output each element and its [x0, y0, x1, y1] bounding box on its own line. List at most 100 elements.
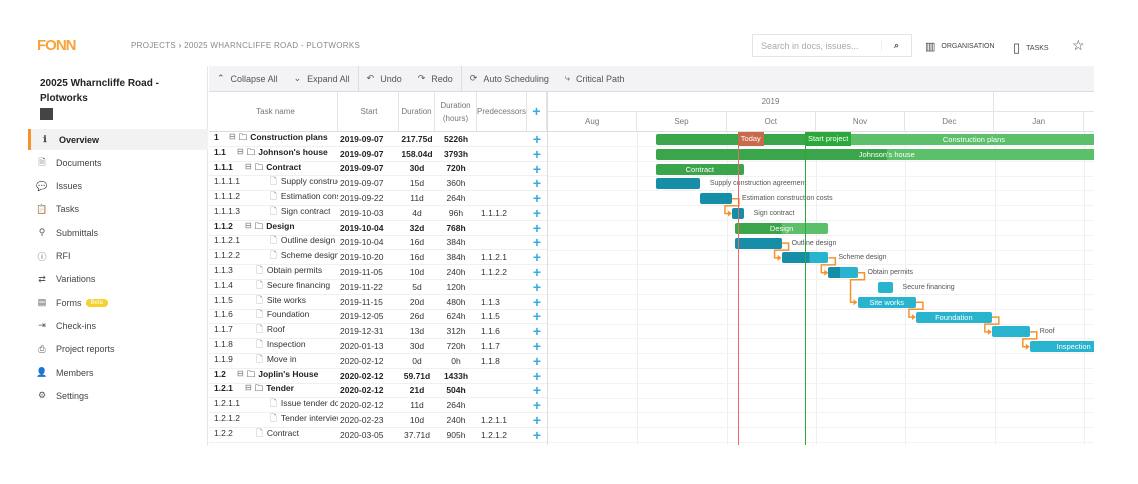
gantt-bar[interactable]: Construction plans — [656, 134, 1094, 145]
table-row[interactable]: 1.1.2.1 🗋 Outline design 2019-10-04 16d 384h + — [209, 234, 547, 250]
task-name[interactable]: Inspection — [266, 339, 306, 350]
add-subtask-button[interactable]: + — [532, 278, 542, 295]
add-subtask-button[interactable]: + — [532, 190, 542, 207]
task-name[interactable]: Design — [266, 220, 295, 231]
gantt-bar[interactable] — [991, 326, 1030, 338]
fonn-logo[interactable]: FONN — [37, 37, 76, 54]
table-row[interactable]: 1.2.1.1 🗋Issue tender documents2020-02-12… — [209, 397, 547, 413]
col-duration[interactable]: Duration — [399, 92, 435, 131]
table-row[interactable]: 1.1.1.3 🗋 Sign contract 2019-10-03 4d 96h 1.1.… — [209, 204, 547, 221]
add-subtask-button[interactable]: + — [532, 412, 542, 429]
task-name[interactable]: Sign contract — [280, 205, 331, 216]
gantt-bar[interactable]: Contract — [656, 163, 744, 175]
gantt-bar[interactable]: Foundation — [915, 311, 992, 323]
table-row[interactable]: 1.1.4 🗋 Secure financing 2019-11-22 5d 120h + — [209, 278, 547, 295]
sidebar-item-issues[interactable]: 💬 Issues — [28, 176, 208, 197]
col-start[interactable]: Start — [338, 92, 399, 131]
collapse-toggle-icon[interactable]: ⊟ — [245, 383, 252, 393]
task-name[interactable]: Outline design — [280, 235, 336, 246]
add-subtask-button[interactable]: + — [532, 308, 542, 325]
table-row[interactable]: 1.1.3 🗋 Obtain permits 2019-11-05 10d 240h 1.1… — [209, 264, 547, 281]
add-task-button[interactable]: + — [527, 92, 547, 131]
gantt-bar[interactable]: Johnson's house — [656, 148, 1094, 160]
sidebar-item-documents[interactable]: 🗎 Documents — [28, 152, 208, 173]
table-row[interactable]: 1.2 ⊟ 🗀 Joplin's House 2020-02-12 59.71d 1433h… — [209, 367, 547, 384]
sidebar-item-settings[interactable]: ⚙ Settings — [28, 385, 208, 406]
add-subtask-button[interactable]: + — [532, 264, 542, 281]
table-row[interactable]: 1.2.2 🗋 Contract 2020-03-05 37.71d 905h 1.2.1.… — [209, 426, 547, 443]
task-name[interactable]: Joplin's House — [258, 368, 319, 379]
table-row[interactable]: 1 ⊟ 🗀 Construction plans 2019-09-07 217.75d 52… — [209, 130, 547, 147]
add-subtask-button[interactable]: + — [532, 426, 542, 443]
col-task-name[interactable]: Task name — [209, 92, 338, 131]
collapse-all-button[interactable]: ⌃ Collapse All — [209, 66, 286, 91]
task-name[interactable]: Obtain permits — [266, 265, 323, 276]
breadcrumb-projects[interactable]: PROJECTS — [131, 41, 177, 50]
add-subtask-button[interactable]: + — [532, 367, 542, 384]
add-subtask-button[interactable]: + — [532, 382, 542, 399]
add-subtask-button[interactable]: + — [532, 323, 542, 340]
gantt-bar[interactable] — [656, 178, 700, 190]
task-name[interactable]: Site works — [266, 294, 307, 305]
collapse-toggle-icon[interactable]: ⊟ — [245, 161, 252, 171]
col-duration-hours[interactable]: Duration (hours) — [435, 92, 477, 131]
breadcrumb-project[interactable]: 20025 WHARNCLIFFE ROAD - PLOTWORKS — [184, 41, 361, 50]
table-row[interactable]: 1.1.1.2 🗋Estimation construction costs201… — [209, 190, 547, 207]
table-row[interactable]: 1.1.6 🗋 Foundation 2019-12-05 26d 624h 1.1.5 + — [209, 308, 547, 325]
add-subtask-button[interactable]: + — [532, 204, 542, 221]
col-predecessors[interactable]: Predecessors — [477, 92, 527, 131]
sidebar-item-rfi[interactable]: ⓘ RFI — [28, 246, 208, 267]
task-name[interactable]: Secure financing — [266, 279, 331, 290]
gantt-bar[interactable] — [734, 237, 782, 249]
collapse-toggle-icon[interactable]: ⊟ — [245, 220, 252, 230]
gantt-bar[interactable]: Design — [734, 222, 829, 234]
add-subtask-button[interactable]: + — [532, 160, 542, 177]
sidebar-item-check-ins[interactable]: ⇥ Check-ins — [28, 315, 208, 336]
add-subtask-button[interactable]: + — [532, 338, 542, 355]
task-name[interactable]: Foundation — [266, 309, 310, 320]
table-row[interactable]: 1.1.1 ⊟ 🗀 Contract 2019-09-07 30d 720h + — [209, 160, 547, 177]
add-subtask-button[interactable]: + — [532, 145, 542, 162]
table-row[interactable]: 1.1.8 🗋 Inspection 2020-01-13 30d 720h 1.1.7 + — [209, 338, 547, 355]
task-name[interactable]: Scheme design — [280, 250, 338, 261]
add-subtask-button[interactable]: + — [532, 130, 542, 147]
auto-scheduling-button[interactable]: ⟳ Auto Scheduling — [462, 66, 557, 91]
organisation-link[interactable]: ▥ ORGANISATION — [925, 40, 995, 53]
undo-button[interactable]: ↶ Undo — [359, 66, 410, 91]
task-name[interactable]: Contract — [266, 427, 299, 438]
star-icon[interactable]: ☆ — [1072, 37, 1085, 53]
gantt-bar[interactable]: Site works — [857, 296, 916, 308]
table-row[interactable]: 1.1.2.2 🗋 Scheme design 2019-10-20 16d 384h 1.… — [209, 249, 547, 266]
sidebar-item-submittals[interactable]: ⚲ Submittals — [28, 222, 208, 243]
sidebar-item-tasks[interactable]: 📋 Tasks — [28, 199, 208, 220]
task-name[interactable]: Move in — [266, 353, 297, 364]
add-subtask-button[interactable]: + — [532, 352, 542, 369]
search-input[interactable]: Search in docs, issues... ⌕ — [752, 34, 912, 57]
table-row[interactable]: 1.1.5 🗋 Site works 2019-11-15 20d 480h 1.1.3 + — [209, 293, 547, 310]
table-row[interactable]: 1.1.9 🗋 Move in 2020-02-12 0d 0h 1.1.8 + — [209, 352, 547, 369]
task-name[interactable]: Contract — [266, 161, 302, 172]
table-row[interactable]: 1.2.1.2 🗋Tender interviews2020-02-23 10d 24… — [209, 412, 547, 429]
gantt-bar[interactable] — [877, 282, 893, 293]
gantt-bar[interactable]: Inspection — [1029, 341, 1094, 353]
add-subtask-button[interactable]: + — [532, 249, 542, 266]
sidebar-item-members[interactable]: 👤 Members — [28, 362, 208, 383]
sidebar-item-overview[interactable]: ℹ Overview — [28, 129, 208, 150]
task-name[interactable]: Issue tender documents — [280, 398, 338, 409]
add-subtask-button[interactable]: + — [532, 293, 542, 310]
collapse-toggle-icon[interactable]: ⊟ — [237, 146, 244, 156]
task-name[interactable]: Johnson's house — [258, 146, 328, 157]
tasks-link[interactable]: ▯ TASKS — [1013, 40, 1049, 56]
task-name[interactable]: Supply construction agreement — [280, 176, 338, 187]
task-name[interactable]: Roof — [266, 324, 285, 335]
task-name[interactable]: Tender — [266, 383, 294, 394]
collapse-toggle-icon[interactable]: ⊟ — [229, 131, 236, 141]
gantt-bar[interactable] — [699, 193, 732, 205]
expand-all-button[interactable]: ⌄ Expand All — [286, 66, 359, 91]
redo-button[interactable]: ↷ Redo — [410, 66, 462, 91]
collapse-toggle-icon[interactable]: ⊟ — [237, 368, 244, 378]
table-row[interactable]: 1.1.2 ⊟ 🗀 Design 2019-10-04 32d 768h + — [209, 220, 547, 236]
sidebar-item-forms[interactable]: ▤ Forms Beta — [28, 292, 208, 313]
table-row[interactable]: 1.2.1 ⊟ 🗀 Tender 2020-02-12 21d 504h + — [209, 382, 547, 399]
task-name[interactable]: Construction plans — [250, 131, 328, 142]
